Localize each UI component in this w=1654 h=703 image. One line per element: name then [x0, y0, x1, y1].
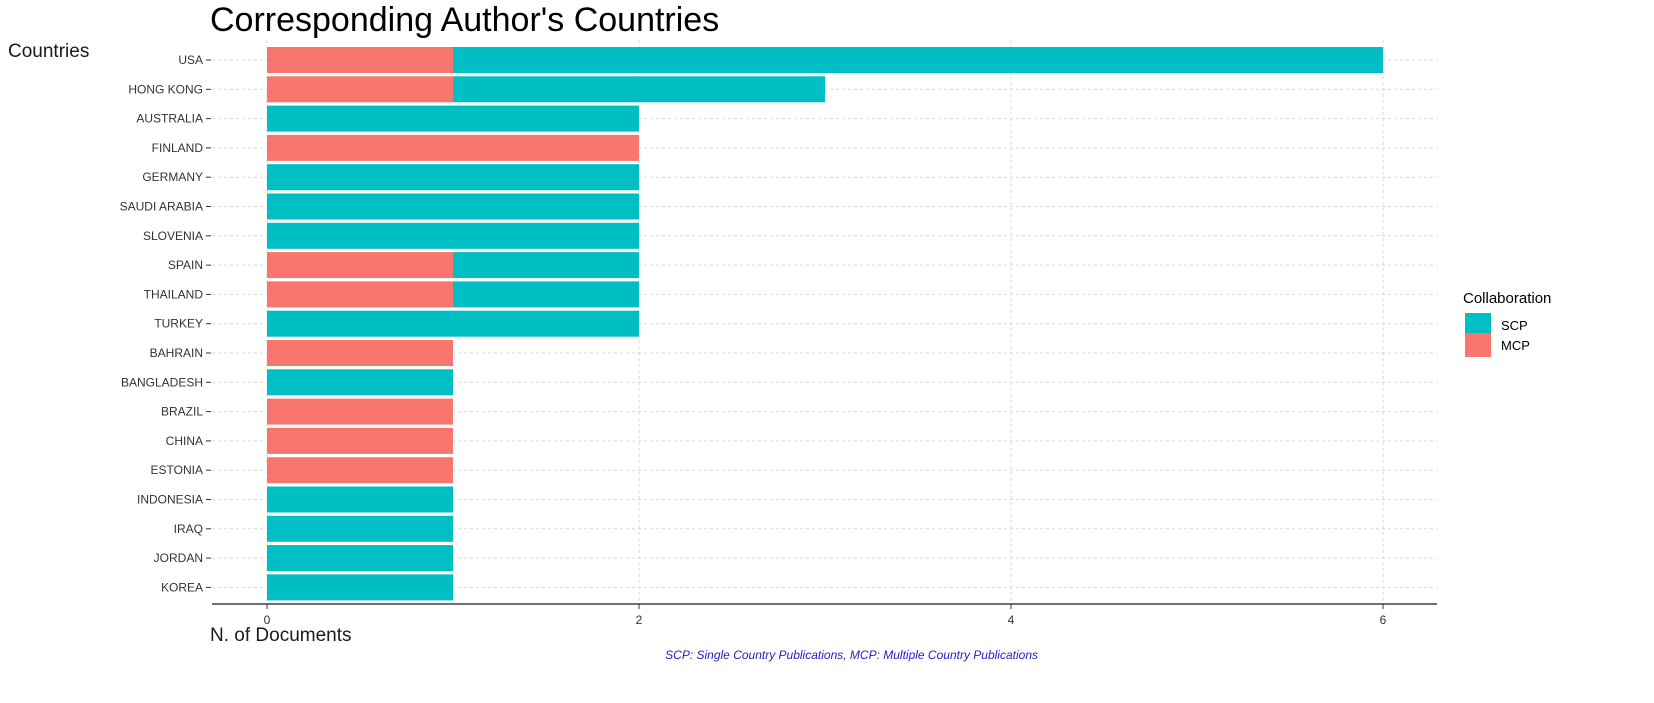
- y-tick-label: FINLAND: [152, 141, 204, 155]
- bar-scp-australia: [267, 105, 639, 132]
- bar-mcp-usa: [267, 47, 453, 73]
- bar-mcp-thailand: [267, 281, 453, 308]
- y-tick-label: USA: [178, 53, 203, 67]
- y-tick-label: THAILAND: [144, 287, 204, 301]
- y-axis-title: Countries: [8, 41, 89, 62]
- bar-scp-thailand: [453, 281, 639, 308]
- legend: Collaboration SCP MCP: [1463, 290, 1551, 357]
- bar-mcp-china: [267, 427, 453, 454]
- y-tick-label: GERMANY: [142, 170, 203, 184]
- bar-scp-korea: [267, 574, 453, 601]
- x-tick-label: 6: [1380, 613, 1387, 627]
- y-tick-label: JORDAN: [154, 551, 203, 565]
- bar-scp-jordan: [267, 545, 453, 572]
- x-tick-label: 2: [636, 613, 643, 627]
- bar-mcp-brazil: [267, 398, 453, 425]
- y-tick-label: SPAIN: [168, 258, 203, 272]
- x-tick-label: 4: [1008, 613, 1015, 627]
- bar-scp-usa: [453, 47, 1383, 73]
- bar-mcp-bahrain: [267, 340, 453, 366]
- y-tick-label: SLOVENIA: [143, 229, 203, 243]
- y-tick-labels: USA HONG KONG AUSTRALIA FINLAND GERMANY SAUDI…: [120, 53, 211, 594]
- y-tick-label: BAHRAIN: [150, 346, 203, 360]
- y-tick-label: BRAZIL: [161, 405, 203, 419]
- chart-caption: SCP: Single Country Publications, MCP: M…: [665, 648, 1038, 662]
- bar-scp-turkey: [267, 310, 639, 337]
- bars: [267, 47, 1383, 601]
- bar-scp-bangladesh: [267, 369, 453, 396]
- bar-scp-hong-kong: [453, 76, 825, 103]
- y-tick-label: HONG KONG: [128, 82, 203, 96]
- bar-scp-slovenia: [267, 222, 639, 249]
- chart-title: Corresponding Author's Countries: [210, 1, 719, 39]
- bar-scp-spain: [453, 252, 639, 279]
- bar-mcp-estonia: [267, 457, 453, 484]
- legend-title: Collaboration: [1463, 290, 1551, 307]
- y-tick-label: KOREA: [161, 580, 203, 594]
- legend-label-mcp: MCP: [1501, 338, 1530, 353]
- x-tick-label: 0: [264, 613, 271, 627]
- y-tick-label: ESTONIA: [151, 463, 203, 477]
- legend-label-scp: SCP: [1501, 318, 1528, 333]
- y-tick-label: INDONESIA: [137, 493, 203, 507]
- bar-mcp-finland: [267, 134, 639, 161]
- bar-mcp-spain: [267, 252, 453, 279]
- x-axis-title: N. of Documents: [210, 625, 352, 646]
- y-tick-label: AUSTRALIA: [136, 112, 203, 126]
- bar-scp-indonesia: [267, 486, 453, 513]
- legend-swatch-mcp: [1465, 333, 1491, 357]
- y-tick-label: TURKEY: [154, 317, 203, 331]
- y-tick-label: IRAQ: [174, 522, 203, 536]
- x-tick-labels: 0 2 4 6: [264, 604, 1387, 627]
- bar-scp-iraq: [267, 515, 453, 542]
- y-tick-label: CHINA: [166, 434, 203, 448]
- y-tick-label: BANGLADESH: [121, 375, 203, 389]
- bar-scp-saudi-arabia: [267, 193, 639, 220]
- bar-mcp-hong-kong: [267, 76, 453, 103]
- y-tick-label: SAUDI ARABIA: [120, 200, 203, 214]
- bar-scp-germany: [267, 164, 639, 191]
